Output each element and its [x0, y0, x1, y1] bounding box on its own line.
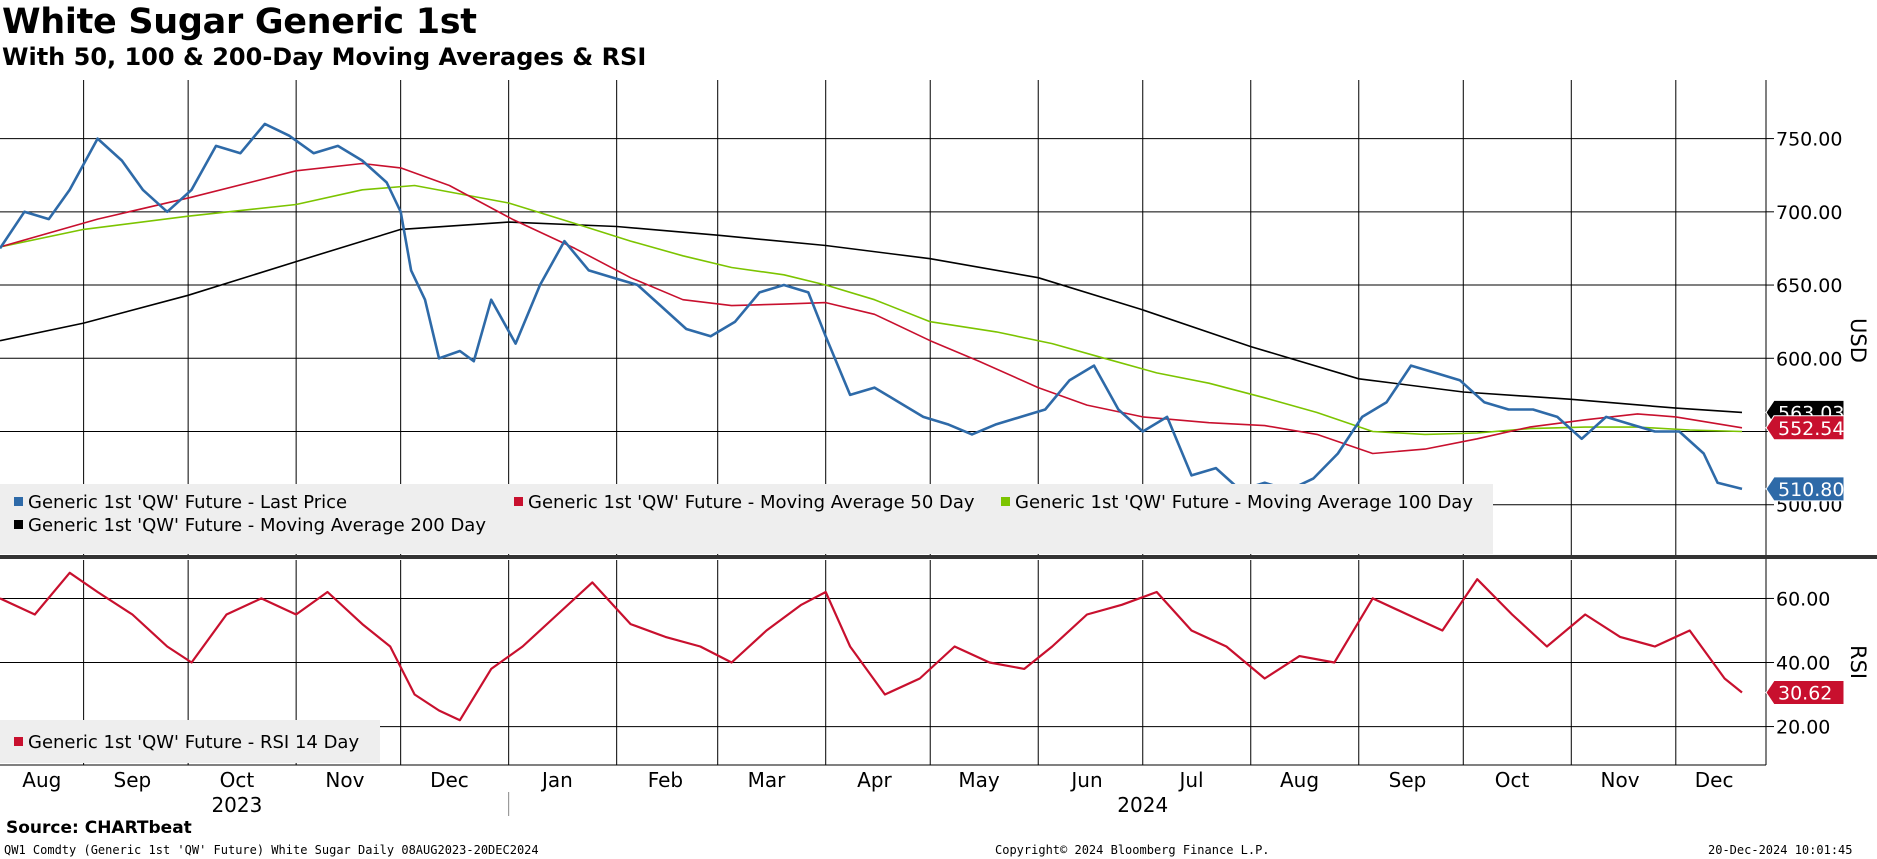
- price-tick-label: 750.00: [1776, 129, 1842, 151]
- last-price-tag-box: [1765, 476, 1845, 502]
- price-axis-unit: USD: [1846, 318, 1870, 363]
- month-tick-label: Sep: [114, 768, 152, 792]
- ma50-line: [0, 162, 1743, 455]
- ma50-last-tag-text: 552.54: [1778, 418, 1844, 440]
- price-legend-box: [0, 484, 1493, 554]
- rsi-series: [0, 571, 1743, 722]
- ma100-line: [0, 184, 1743, 436]
- last-price-tag-text: 510.80: [1778, 479, 1844, 501]
- month-tick-label: Aug: [22, 768, 61, 792]
- year-tick-label: 2023: [211, 793, 262, 817]
- ma50-last-tag: 552.54: [1765, 415, 1845, 441]
- price-tick-label: 650.00: [1776, 275, 1842, 297]
- price-tick-label: 700.00: [1776, 202, 1842, 224]
- timestamp-label: 20-Dec-2024 10:01:45: [1708, 843, 1853, 857]
- month-tick-label: May: [958, 768, 1000, 792]
- rsi-tick-label: 40.00: [1776, 653, 1830, 675]
- ma200-line: [0, 221, 1743, 414]
- rsi-tick-label: 60.00: [1776, 588, 1830, 610]
- legend-swatch-last_price: [14, 497, 23, 506]
- month-tick-label: Apr: [857, 768, 892, 792]
- legend-swatch-ma200: [14, 520, 23, 529]
- axes: 500.00550.00600.00650.00700.00750.0020.0…: [0, 80, 1877, 817]
- rsi-last-tag-text: 30.62: [1778, 683, 1832, 705]
- last-price-line: [0, 122, 1743, 492]
- month-tick-label: Jul: [1177, 768, 1203, 792]
- legend-label-ma100: Generic 1st 'QW' Future - Moving Average…: [1015, 492, 1473, 513]
- month-tick-label: Nov: [325, 768, 364, 792]
- month-tick-label: Jun: [1069, 768, 1102, 792]
- month-tick-label: Nov: [1601, 768, 1640, 792]
- rsi-last-tag-box: [1765, 680, 1845, 706]
- legends: Generic 1st 'QW' Future - Last Price Gene…: [0, 484, 1493, 763]
- page-subtitle: With 50, 100 & 200-Day Moving Averages &…: [2, 43, 647, 71]
- price-series: [0, 122, 1743, 492]
- page-title: White Sugar Generic 1st: [2, 2, 477, 42]
- month-tick-label: Dec: [430, 768, 469, 792]
- legend-label-rsi: Generic 1st 'QW' Future - RSI 14 Day: [28, 732, 359, 753]
- month-tick-label: Aug: [1280, 768, 1319, 792]
- last-price-tag: 510.80: [1765, 476, 1845, 502]
- rsi-axis-unit: RSI: [1846, 645, 1870, 679]
- ma50-last-tag-box: [1765, 415, 1845, 441]
- rsi-legend-box: [0, 720, 380, 763]
- year-tick-label: 2024: [1117, 793, 1168, 817]
- copyright-label: Copyright© 2024 Bloomberg Finance L.P.: [995, 843, 1270, 857]
- month-tick-label: Feb: [648, 768, 683, 792]
- rsi-last-tag: 30.62: [1765, 680, 1845, 706]
- month-tick-label: Sep: [1389, 768, 1427, 792]
- legend-label-ma200: Generic 1st 'QW' Future - Moving Average…: [28, 515, 486, 536]
- legend-swatch-rsi: [14, 737, 23, 746]
- legend-label-last_price: Generic 1st 'QW' Future - Last Price: [28, 492, 347, 513]
- ticker-label: QW1 Comdty (Generic 1st 'QW' Future) Whi…: [4, 843, 539, 857]
- price-tick-label: 600.00: [1776, 348, 1842, 370]
- rsi-line: [0, 571, 1743, 722]
- month-tick-label: Mar: [748, 768, 787, 792]
- month-tick-label: Dec: [1695, 768, 1734, 792]
- legend-swatch-ma100: [1001, 497, 1010, 506]
- month-tick-label: Oct: [1495, 768, 1530, 792]
- month-tick-label: Jan: [540, 768, 573, 792]
- legend-label-ma50: Generic 1st 'QW' Future - Moving Average…: [528, 492, 975, 513]
- legend-swatch-ma50: [514, 497, 523, 506]
- month-tick-label: Oct: [220, 768, 255, 792]
- rsi-tick-label: 20.00: [1776, 717, 1830, 739]
- source-label: Source: CHARTbeat: [6, 818, 192, 838]
